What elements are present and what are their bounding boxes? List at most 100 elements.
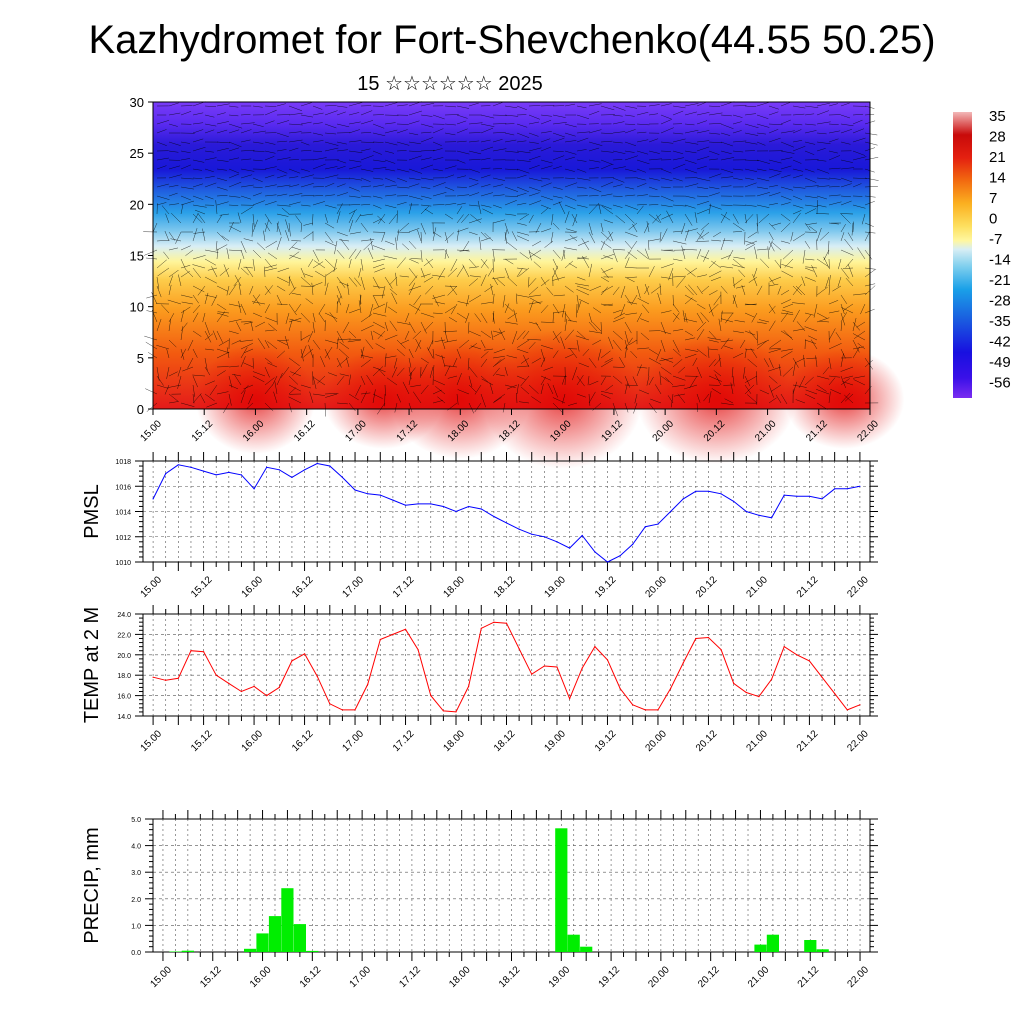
wind-barb <box>792 381 798 395</box>
pmsl-point <box>480 508 482 510</box>
wind-barb <box>721 318 734 323</box>
colorbar-label: -28 <box>989 293 1011 310</box>
wind-barb <box>600 393 611 399</box>
temp-point <box>707 636 710 639</box>
wind-barb <box>432 389 442 395</box>
wind-barb <box>229 226 242 233</box>
wind-barb <box>576 204 588 208</box>
wind-barb <box>560 336 566 350</box>
temp-point <box>834 693 836 695</box>
wind-barb <box>660 186 671 188</box>
wind-barb <box>562 303 566 318</box>
wind-barb <box>456 229 460 242</box>
wind-barb <box>192 204 207 208</box>
wind-barb <box>842 267 854 269</box>
wind-barb <box>389 276 398 286</box>
wind-barb <box>612 339 622 351</box>
wind-barb <box>756 330 759 344</box>
wind-barb <box>153 222 158 232</box>
wind-barb <box>480 274 487 287</box>
wind-barb <box>588 159 601 163</box>
wind-barb <box>744 312 755 318</box>
wind-barb <box>661 213 674 220</box>
wind-barb <box>864 249 873 260</box>
wind-barb <box>288 303 297 316</box>
wind-barb <box>348 276 358 287</box>
wind-barb <box>468 384 477 393</box>
wind-barb <box>516 294 530 298</box>
wind-barb <box>468 158 481 161</box>
wind-barb <box>389 288 398 296</box>
wind-barb <box>620 303 626 316</box>
wind-barb <box>543 366 554 371</box>
wind-barb <box>660 119 672 125</box>
wind-barb <box>470 345 482 350</box>
wind-barb <box>383 255 398 260</box>
wind-barb <box>240 129 252 134</box>
wind-barb <box>433 379 446 386</box>
wind-barb <box>168 319 171 332</box>
temp-point <box>190 650 192 652</box>
wind-barb <box>492 177 506 181</box>
wind-barb <box>252 123 264 127</box>
wind-barb <box>707 346 710 359</box>
wind-barb <box>708 303 719 314</box>
wind-barb <box>219 267 230 276</box>
wind-barb <box>603 303 614 306</box>
wind-barb <box>792 168 804 172</box>
wind-barb <box>492 330 503 334</box>
wind-barb <box>192 146 206 152</box>
y-tick-label: 14.0 <box>117 714 131 721</box>
wind-barb <box>713 294 722 306</box>
wind-barb <box>676 276 686 288</box>
wind-barb <box>550 231 554 244</box>
wind-barb <box>744 132 759 136</box>
wind-barb <box>626 276 638 279</box>
wind-barb <box>313 260 326 269</box>
wind-barb <box>348 112 360 116</box>
wind-barb <box>636 177 646 181</box>
wind-barb <box>180 348 185 360</box>
wind-barb <box>540 357 546 368</box>
wind-barb <box>540 195 553 201</box>
wind-barb <box>840 232 845 242</box>
wind-barb <box>264 285 273 296</box>
wind-barb <box>552 150 564 152</box>
wind-barb <box>276 285 286 292</box>
wind-barb <box>624 339 628 350</box>
wind-barb <box>648 348 659 355</box>
wind-barb <box>544 240 554 248</box>
wind-barb <box>288 276 295 290</box>
wind-barb <box>620 285 626 299</box>
wind-barb <box>535 322 542 332</box>
wind-barb <box>360 391 368 404</box>
wind-barb <box>264 402 274 412</box>
wind-barb <box>180 402 195 407</box>
wind-barb <box>516 159 531 162</box>
wind-barb <box>720 168 734 174</box>
wind-barb <box>324 312 338 319</box>
wind-barb <box>329 312 338 323</box>
wind-barb <box>360 276 365 290</box>
wind-barb <box>528 251 542 260</box>
colorbar-label: -14 <box>989 252 1011 269</box>
wind-barb <box>276 174 287 179</box>
wind-barb <box>768 105 779 110</box>
x-tick-label: 15.12 <box>198 964 224 990</box>
wind-barb <box>373 294 386 297</box>
wind-barb <box>276 303 288 305</box>
wind-barb <box>845 258 854 268</box>
wind-barb <box>459 249 470 252</box>
wind-barb <box>732 130 742 134</box>
wind-barb <box>734 320 746 323</box>
x-tick-label: 15.00 <box>138 418 164 444</box>
wind-barb <box>264 266 266 278</box>
wind-barb <box>768 366 782 372</box>
wind-barb <box>300 149 312 152</box>
wind-barb <box>842 303 854 311</box>
wind-barb <box>708 204 722 210</box>
wind-barb <box>591 321 602 332</box>
wind-barb <box>268 323 278 332</box>
wind-barb <box>468 177 479 182</box>
wind-barb <box>432 348 435 359</box>
